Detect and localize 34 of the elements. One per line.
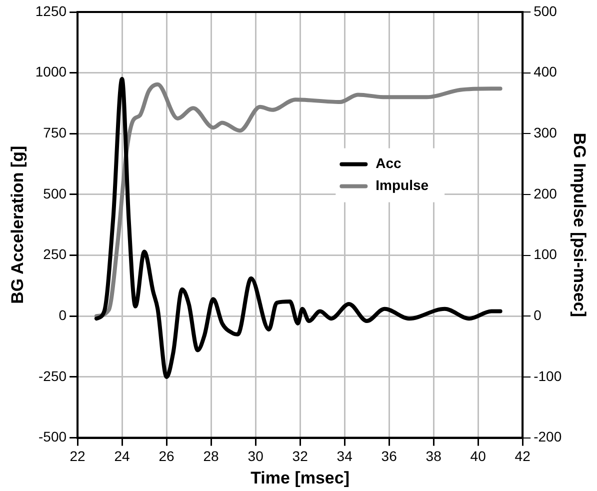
x-tick-label: 40 xyxy=(470,448,486,464)
y-tick-label: 750 xyxy=(43,124,67,141)
y-tick-label: -500 xyxy=(38,428,67,445)
y2-tick-label: 200 xyxy=(534,185,558,202)
y2-tick-label: 400 xyxy=(534,64,558,80)
x-tick-label: 42 xyxy=(514,448,531,464)
y-tick-label: 250 xyxy=(43,246,67,262)
y-tick-label: 1250 xyxy=(35,2,67,19)
x-tick-label: 28 xyxy=(203,448,220,464)
y-tick-label: -250 xyxy=(38,368,67,384)
x-tick-label: 26 xyxy=(158,448,175,464)
line-series xyxy=(94,76,502,379)
y-tick-label: 1000 xyxy=(35,64,67,80)
x-tick-label: 36 xyxy=(381,448,398,464)
x-tick-label: 34 xyxy=(336,448,353,464)
x-axis-title: Time [msec] xyxy=(250,468,350,488)
x-tick-label: 22 xyxy=(70,448,86,464)
y2-tick-label: 100 xyxy=(534,246,558,262)
x-tick-label: 24 xyxy=(114,448,130,464)
y2-tick-label: 500 xyxy=(534,2,558,19)
y2-tick-label: -200 xyxy=(534,428,562,445)
line-series xyxy=(94,82,502,318)
x-tick-label: 38 xyxy=(426,448,442,464)
y-axis-title: BG Acceleration [g] xyxy=(8,146,27,304)
legend-label: Impulse xyxy=(376,177,429,194)
y2-tick-label: 300 xyxy=(534,124,558,141)
x-tick-label: 32 xyxy=(292,448,308,464)
y2-axis-title: BG Impulse [psi-msec] xyxy=(570,132,590,318)
y2-tick-label: 0 xyxy=(534,307,542,323)
legend-label: Acc xyxy=(376,155,402,172)
x-tick-label: 30 xyxy=(248,448,264,464)
y-tick-label: 0 xyxy=(58,307,67,323)
y-tick-label: 500 xyxy=(43,185,67,202)
y2-tick-label: -100 xyxy=(534,368,562,384)
